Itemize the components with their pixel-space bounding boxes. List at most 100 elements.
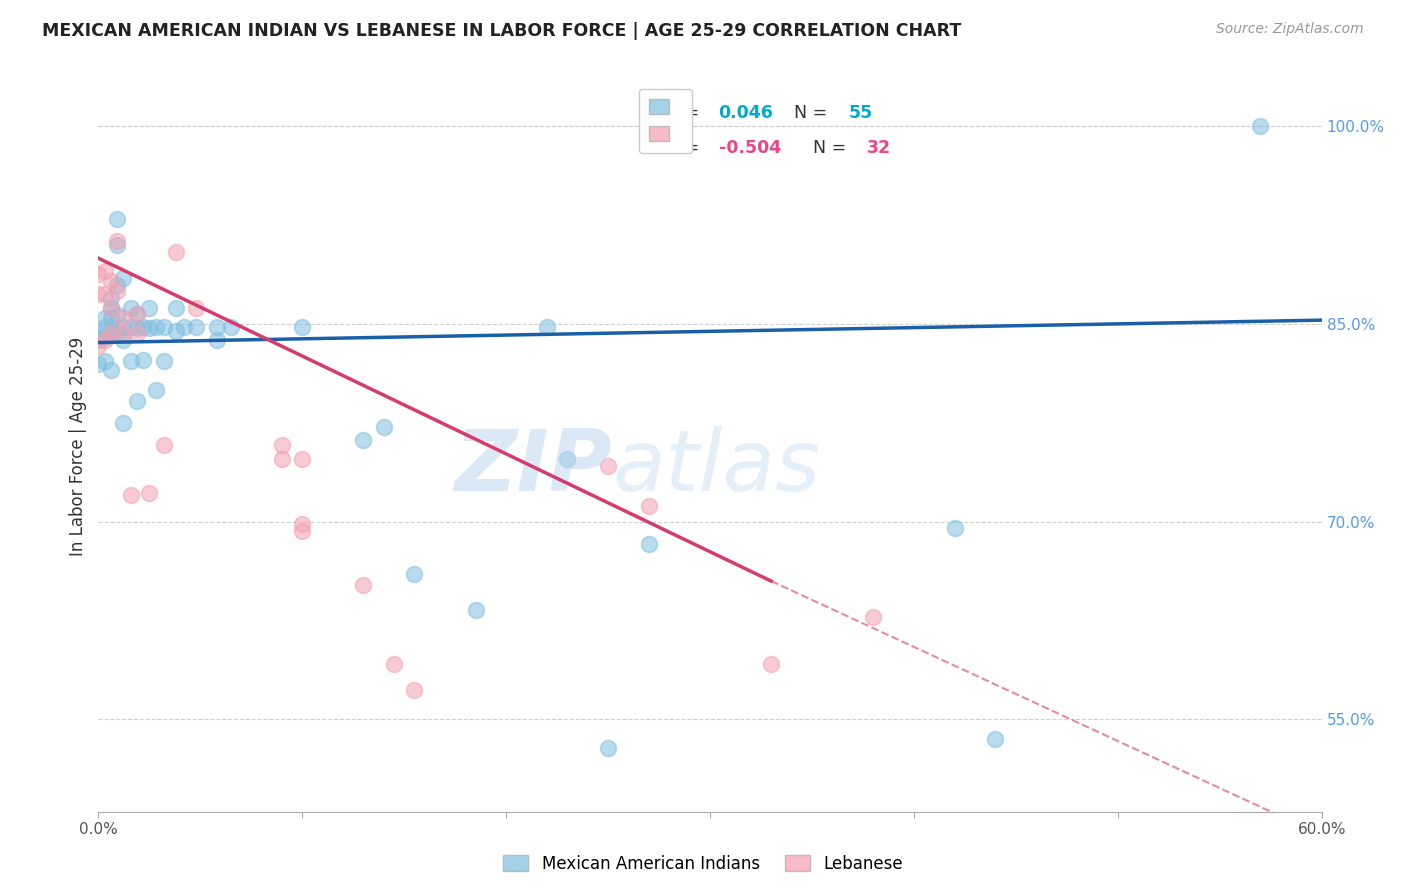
Point — [943, 521, 966, 535]
Point — [138, 301, 160, 316]
Point — [638, 499, 661, 513]
Point — [100, 324, 122, 338]
Point — [557, 451, 579, 466]
Point — [219, 319, 242, 334]
Point — [105, 238, 128, 252]
Point — [87, 333, 110, 347]
Point — [93, 330, 115, 344]
Point — [87, 357, 110, 371]
Point — [105, 211, 128, 226]
Point — [186, 319, 208, 334]
Point — [93, 286, 115, 301]
Text: 32: 32 — [866, 138, 891, 157]
Point — [93, 319, 115, 334]
Point — [100, 363, 122, 377]
Text: N =: N = — [801, 138, 852, 157]
Point — [205, 319, 228, 334]
Point — [93, 310, 115, 325]
Point — [165, 301, 187, 316]
Point — [984, 732, 1007, 747]
Text: atlas: atlas — [612, 426, 820, 509]
Point — [291, 524, 314, 538]
Point — [100, 310, 122, 325]
Y-axis label: In Labor Force | Age 25-29: In Labor Force | Age 25-29 — [69, 336, 87, 556]
Point — [127, 307, 149, 321]
Point — [152, 354, 174, 368]
Point — [352, 433, 374, 447]
Point — [638, 537, 661, 551]
Point — [404, 683, 426, 698]
Point — [291, 319, 314, 334]
Point — [87, 326, 110, 341]
Point — [186, 301, 208, 316]
Point — [111, 333, 134, 347]
Legend: , : , — [638, 88, 692, 153]
Point — [132, 319, 155, 334]
Point — [145, 319, 167, 334]
Point — [373, 420, 395, 434]
Point — [87, 339, 110, 353]
Point — [127, 307, 149, 321]
Point — [145, 383, 167, 397]
Point — [100, 301, 122, 316]
Point — [105, 326, 128, 341]
Point — [1249, 120, 1271, 134]
Point — [120, 488, 142, 502]
Point — [291, 517, 314, 532]
Point — [87, 286, 110, 301]
Point — [464, 603, 486, 617]
Point — [352, 578, 374, 592]
Point — [105, 308, 128, 322]
Point — [100, 301, 122, 316]
Point — [120, 354, 142, 368]
Point — [152, 319, 174, 334]
Point — [111, 416, 134, 430]
Point — [270, 438, 294, 452]
Text: MEXICAN AMERICAN INDIAN VS LEBANESE IN LABOR FORCE | AGE 25-29 CORRELATION CHART: MEXICAN AMERICAN INDIAN VS LEBANESE IN L… — [42, 22, 962, 40]
Point — [291, 451, 314, 466]
Point — [120, 301, 142, 316]
Point — [87, 267, 110, 281]
Point — [105, 277, 128, 292]
Text: R =: R = — [668, 104, 704, 122]
Point — [598, 459, 620, 474]
Point — [100, 274, 122, 288]
Point — [152, 438, 174, 452]
Point — [100, 291, 122, 305]
Point — [120, 319, 142, 334]
Point — [93, 354, 115, 368]
Point — [382, 657, 405, 672]
Point — [138, 321, 160, 335]
Legend: Mexican American Indians, Lebanese: Mexican American Indians, Lebanese — [496, 848, 910, 880]
Point — [404, 567, 426, 582]
Point — [111, 326, 134, 341]
Point — [165, 244, 187, 259]
Point — [598, 741, 620, 756]
Point — [100, 326, 122, 341]
Point — [105, 284, 128, 298]
Point — [173, 319, 195, 334]
Text: 55: 55 — [848, 104, 873, 122]
Text: R =: R = — [668, 138, 704, 157]
Point — [127, 326, 149, 341]
Point — [761, 657, 783, 672]
Point — [536, 319, 558, 334]
Point — [127, 321, 149, 335]
Point — [127, 393, 149, 408]
Point — [138, 485, 160, 500]
Text: Source: ZipAtlas.com: Source: ZipAtlas.com — [1216, 22, 1364, 37]
Point — [862, 609, 884, 624]
Point — [205, 333, 228, 347]
Point — [111, 319, 134, 334]
Point — [165, 324, 187, 338]
Point — [93, 333, 115, 347]
Text: -0.504: -0.504 — [718, 138, 780, 157]
Point — [132, 352, 155, 367]
Text: 0.046: 0.046 — [718, 104, 773, 122]
Text: ZIP: ZIP — [454, 426, 612, 509]
Point — [93, 264, 115, 278]
Point — [111, 310, 134, 325]
Point — [270, 451, 294, 466]
Text: N =: N = — [783, 104, 834, 122]
Point — [111, 271, 134, 285]
